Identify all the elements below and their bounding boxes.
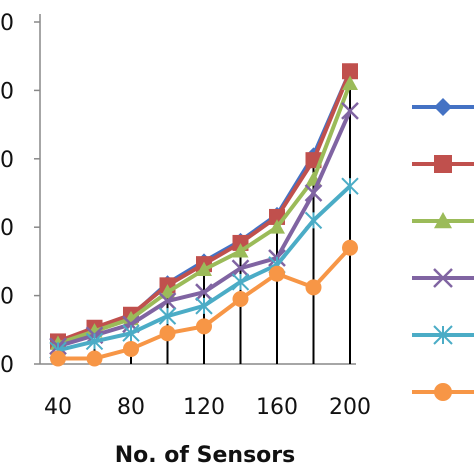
data-point	[433, 268, 453, 288]
data-point	[434, 383, 452, 401]
data-point	[231, 259, 250, 278]
y-tick-labels: 0 0 0 0 0 0	[0, 11, 14, 378]
series-5	[49, 177, 359, 360]
legend-item	[412, 155, 474, 173]
data-point	[341, 102, 359, 120]
legend	[412, 98, 474, 401]
data-point-stroke	[158, 292, 177, 310]
data-point	[434, 98, 452, 116]
data-point-stroke	[304, 184, 323, 202]
data-point-stroke	[433, 268, 453, 288]
data-point-stroke	[195, 283, 213, 302]
data-point	[342, 239, 358, 256]
data-point	[304, 184, 323, 202]
y-tick-label: 0	[0, 79, 14, 104]
data-point	[342, 63, 358, 80]
data-point	[158, 307, 177, 325]
data-point	[195, 283, 213, 302]
y-tick-label: 0	[0, 285, 14, 310]
y-tick-label: 0	[0, 216, 14, 241]
data-point	[122, 324, 140, 342]
data-point	[231, 273, 250, 291]
data-point	[50, 350, 66, 367]
data-point	[85, 332, 104, 351]
x-tick-label: 160	[256, 395, 298, 420]
data-point	[196, 318, 212, 335]
data-point	[269, 265, 285, 282]
data-point	[269, 219, 285, 234]
data-point	[342, 75, 358, 90]
legend-item	[412, 383, 474, 401]
legend-item	[412, 98, 474, 116]
x-axis-title: No. of Sensors	[115, 443, 295, 468]
x-tick-label: 40	[44, 395, 72, 420]
legend-item	[412, 325, 474, 345]
data-point-stroke	[231, 259, 250, 278]
data-point	[305, 279, 322, 296]
data-point	[434, 212, 452, 229]
data-point	[159, 325, 176, 342]
data-point	[434, 155, 452, 173]
x-tick-labels: 40 80 120 160 200	[44, 395, 371, 420]
data-point	[159, 284, 176, 299]
data-point	[232, 291, 249, 308]
series-6	[50, 239, 358, 367]
data-point-stroke	[122, 315, 140, 334]
data-point	[433, 325, 453, 345]
legend-item	[412, 212, 474, 229]
data-point	[195, 297, 213, 315]
data-point	[196, 261, 212, 277]
data-point	[304, 211, 323, 230]
data-point	[341, 177, 359, 195]
y-tick-label: 0	[0, 148, 14, 173]
x-tick-label: 80	[117, 395, 145, 420]
data-point	[232, 243, 249, 258]
x-tick-label: 120	[183, 395, 225, 420]
data-point	[158, 292, 177, 310]
data-point-stroke	[341, 102, 359, 120]
series-group	[49, 63, 359, 367]
data-point	[123, 340, 139, 357]
x-tick-label: 200	[329, 395, 371, 420]
y-tick-label: 0	[0, 11, 14, 36]
legend-item	[412, 268, 474, 288]
y-tick-label: 0	[0, 353, 14, 378]
data-point	[86, 350, 103, 367]
